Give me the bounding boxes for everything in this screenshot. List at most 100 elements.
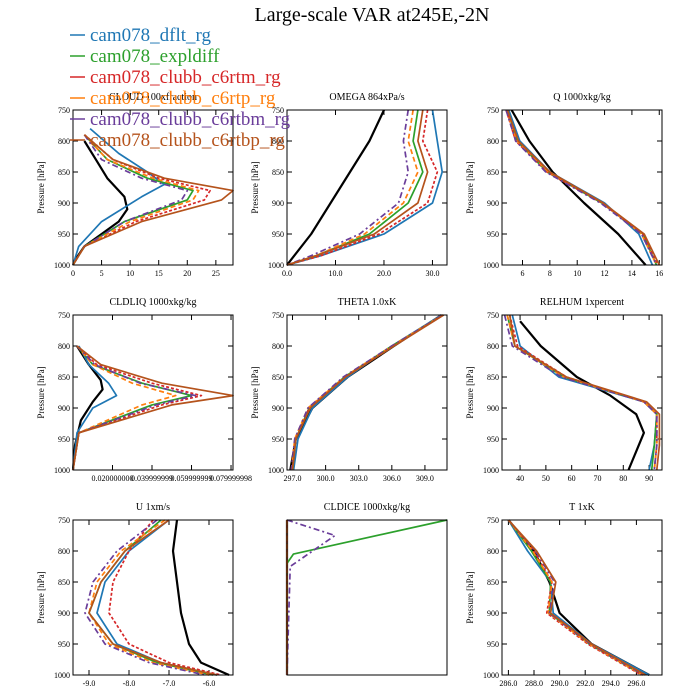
y-tick-label: 950 — [58, 435, 70, 444]
y-tick-label: 900 — [487, 609, 499, 618]
panel-title: CLDLIQ 1000xkg/kg — [110, 297, 197, 308]
x-tick-label: 10 — [126, 269, 134, 278]
x-tick-label: 80 — [619, 474, 627, 483]
y-axis-label: Pressure [hPa] — [250, 161, 260, 213]
y-tick-label: 800 — [272, 137, 284, 146]
y-tick-label: 950 — [487, 640, 499, 649]
y-tick-label: 750 — [487, 516, 499, 525]
y-tick-label: 850 — [272, 168, 284, 177]
panel-title: U 1xm/s — [136, 502, 170, 513]
x-tick-label: 309.0 — [416, 474, 434, 483]
x-tick-label: 25 — [212, 269, 220, 278]
y-tick-label: 800 — [272, 342, 284, 351]
plot-frame — [72, 109, 234, 266]
y-tick-label: 800 — [58, 342, 70, 351]
series-line-3 — [108, 519, 222, 676]
series-line-4 — [505, 109, 658, 266]
panel-1: CLOUD 100xfraction Pressure [hPa] 750 800 85… — [36, 92, 234, 278]
legend-entry: cam078_clubb_c6rtbm_rg — [90, 109, 291, 130]
y-tick-label: 850 — [487, 578, 499, 587]
series-line-2 — [506, 109, 658, 266]
series-line-2 — [72, 345, 193, 471]
x-tick-label: -7.0 — [163, 679, 176, 688]
y-tick-label: 750 — [487, 106, 499, 115]
legend-entry: cam078_clubb_c6rtm_rg — [90, 67, 281, 88]
legend-entry: cam078_expldiff — [90, 46, 220, 67]
reference-line — [510, 109, 647, 266]
series-line-3 — [286, 109, 439, 266]
plot-frame — [72, 519, 234, 676]
reference-line — [289, 314, 443, 471]
x-tick-label: 60 — [568, 474, 576, 483]
y-tick-label: 800 — [58, 137, 70, 146]
y-tick-label: 900 — [58, 199, 70, 208]
plot-frame — [501, 519, 663, 676]
plot-frame — [501, 314, 663, 471]
y-tick-label: 900 — [58, 609, 70, 618]
y-tick-label: 900 — [487, 199, 499, 208]
y-tick-label: 800 — [487, 342, 499, 351]
series-line-2 — [506, 314, 658, 471]
x-tick-label: 290.0 — [551, 679, 569, 688]
x-tick-label: 14 — [628, 269, 636, 278]
series-line-1 — [72, 345, 118, 471]
y-tick-label: 800 — [487, 547, 499, 556]
series-line-4 — [290, 314, 444, 471]
y-tick-label: 950 — [272, 230, 284, 239]
legend-entry: cam078_dflt_rg — [90, 25, 212, 46]
y-tick-label: 1000 — [54, 466, 70, 475]
y-tick-label: 950 — [487, 435, 499, 444]
x-tick-label: 8 — [548, 269, 552, 278]
x-tick-label: 286.0 — [499, 679, 517, 688]
series-line-3 — [72, 345, 203, 471]
figure-title: Large-scale VAR at245E,-2N — [255, 4, 490, 26]
x-tick-label: 0.020000000 — [92, 474, 134, 483]
y-tick-label: 1000 — [268, 261, 284, 270]
series-line-6 — [508, 314, 661, 471]
series-line-6 — [507, 519, 646, 676]
panel-6: RELHUM 1xpercent Pressure [hPa] 750 800 850 9… — [465, 297, 663, 483]
reference-line — [286, 109, 385, 266]
y-tick-label: 1000 — [483, 466, 499, 475]
x-tick-label: 50 — [542, 474, 550, 483]
x-tick-label: -8.0 — [123, 679, 136, 688]
x-tick-label: 300.0 — [317, 474, 335, 483]
series-line-5 — [84, 519, 206, 676]
x-tick-label: -9.0 — [83, 679, 96, 688]
x-tick-label: 70 — [593, 474, 601, 483]
y-tick-label: 750 — [58, 106, 70, 115]
legend-entry: cam078_clubb_c6rtp_rg — [90, 88, 276, 109]
x-tick-label: 40 — [516, 474, 524, 483]
series-line-6 — [72, 134, 234, 266]
x-tick-label: 294.0 — [602, 679, 620, 688]
series-line-6 — [506, 109, 661, 266]
series-line-5 — [286, 519, 336, 676]
panel-8: CLDICE 1000xkg/kg — [285, 502, 448, 676]
x-tick-label: 296.0 — [627, 679, 645, 688]
plot-frame — [72, 314, 234, 471]
series-line-1 — [507, 109, 654, 266]
x-tick-label: -6.0 — [203, 679, 216, 688]
x-tick-label: 297.0 — [284, 474, 302, 483]
y-tick-label: 900 — [272, 404, 284, 413]
panel-title: THETA 1.0xK — [338, 297, 397, 308]
y-axis-label: Pressure [hPa] — [465, 366, 475, 418]
y-tick-label: 800 — [487, 137, 499, 146]
y-axis-label: Pressure [hPa] — [36, 366, 46, 418]
plot-frame — [286, 519, 448, 676]
plot-frame — [286, 109, 448, 266]
y-tick-label: 900 — [487, 404, 499, 413]
series-line-1 — [292, 314, 442, 471]
panel-title: OMEGA 864xPa/s — [329, 92, 404, 103]
series-line-5 — [505, 109, 658, 266]
x-tick-label: 30.0 — [425, 269, 439, 278]
y-tick-label: 850 — [58, 168, 70, 177]
x-tick-label: 303.0 — [350, 474, 368, 483]
panel-5: THETA 1.0xK Pressure [hPa] 750 800 850 900 950… — [250, 297, 448, 483]
x-tick-label: 292.0 — [576, 679, 594, 688]
y-tick-label: 1000 — [54, 671, 70, 680]
series-line-2 — [291, 314, 444, 471]
y-tick-label: 850 — [487, 373, 499, 382]
legend-entry: cam078_clubb_c6rtbp_rg — [90, 130, 285, 151]
